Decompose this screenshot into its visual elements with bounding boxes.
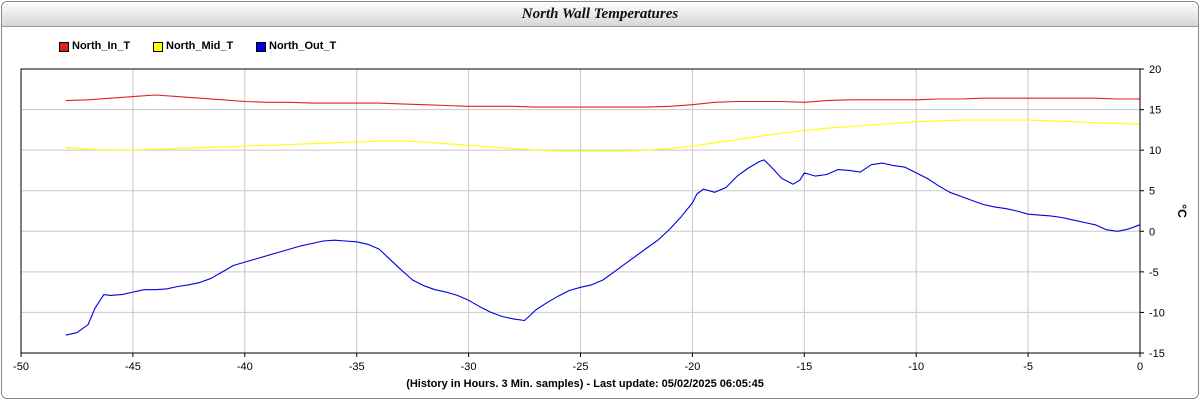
x-tick-label: -50 [13, 361, 29, 373]
x-tick-label: -25 [573, 361, 589, 373]
y-tick-label: -10 [1149, 307, 1165, 319]
y-tick-label: 5 [1149, 186, 1155, 198]
legend-label-north-in: North_In_T [72, 40, 131, 52]
x-tick-label: -10 [908, 361, 924, 373]
x-tick-label: -40 [237, 361, 253, 373]
y-tick-label: 10 [1149, 145, 1161, 157]
y-tick-label: -15 [1149, 348, 1165, 360]
series-line-north-mid-t [65, 119, 1141, 152]
chart-title: North Wall Temperatures [521, 6, 679, 22]
series-line-north-out-t [65, 159, 1141, 336]
x-tick-label: -45 [125, 361, 141, 373]
legend-swatch-north-mid [153, 42, 163, 52]
y-axis-label: °C [1175, 204, 1189, 218]
x-tick-label: -35 [349, 361, 365, 373]
x-tick-label: -15 [796, 361, 812, 373]
legend-swatch-north-out [256, 42, 266, 52]
y-tick-label: 0 [1149, 226, 1155, 238]
y-tick-label: 20 [1149, 64, 1161, 76]
x-tick-label: -30 [461, 361, 477, 373]
x-axis-label: (History in Hours. 3 Min. samples) - Las… [406, 378, 764, 390]
chart-title-bar: North Wall Temperatures [2, 2, 1198, 27]
y-tick-label: 15 [1149, 105, 1161, 117]
legend-label-north-mid: North_Mid_T [166, 40, 234, 52]
series-line-north-in-t [65, 94, 1140, 108]
legend-swatch-north-in [59, 42, 69, 52]
y-tick-label: -5 [1149, 267, 1159, 279]
x-tick-label: -20 [684, 361, 700, 373]
x-tick-label: -5 [1023, 361, 1033, 373]
x-tick-label: 0 [1137, 361, 1143, 373]
legend-label-north-out: North_Out_T [269, 40, 337, 52]
